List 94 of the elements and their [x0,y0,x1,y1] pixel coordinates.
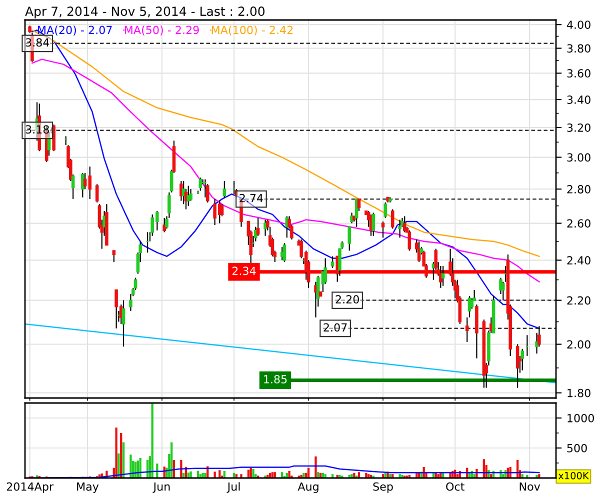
candlestick [162,217,166,233]
legend-label: MA(100) - 2.42 [212,26,293,36]
x-tick-label: 2014Apr [6,482,54,493]
y-tick-label: 500 [567,444,587,452]
candlestick [470,298,474,310]
candlestick [81,172,84,198]
bar [204,472,206,478]
bar [214,472,216,478]
bar [449,472,452,478]
x-tick-label: Jul [226,482,240,493]
candlestick [381,220,385,238]
x-tick-label: Jun [152,482,170,493]
bar [202,472,204,478]
bar [240,474,242,478]
bar [350,474,353,478]
candlestick [390,208,394,230]
bar [314,456,317,478]
candlestick [357,198,361,212]
y-tick-label: 3.80 [567,44,590,53]
candlestick [408,230,412,252]
data-label: 2.34 [232,266,256,276]
y-tick-label: 2.60 [567,219,590,228]
bar [115,428,118,478]
bar [300,474,302,478]
bar [398,474,401,478]
bar [389,474,392,478]
candlestick [520,348,524,371]
y-tick-label: 1000 [568,414,594,422]
candlestick [348,226,352,252]
candlestick [180,180,183,202]
legend-label: MA(50) - 2.29 [124,26,199,36]
bar [353,472,356,478]
candlestick [398,219,402,238]
candlestick [516,344,520,388]
y-tick-label: 2.40 [567,256,590,265]
bar [338,474,341,478]
data-label: 2.07 [324,323,347,332]
candlestick [186,185,190,206]
y-tick-label: 2.20 [567,296,590,305]
bar [266,474,269,478]
candlestick [112,250,116,263]
legend-label: MA(20) - 2.07 [38,26,112,36]
y-tick-label: 1.80 [568,388,590,398]
chart-title: Apr 7, 2014 - Nov 5, 2014 - Last : 2.00 [25,6,264,18]
y-tick-label: 3.00 [567,153,590,162]
candlestick [52,124,56,152]
y-tick-label: 3.40 [567,96,590,104]
x-tick-label: Oct [446,482,464,491]
candlestick [282,242,286,263]
candlestick [372,212,376,236]
bar [151,404,154,478]
candlestick [384,202,388,219]
candlestick [95,184,99,204]
bar [473,474,476,478]
bar [190,471,192,478]
candlestick [350,212,354,224]
data-label: 1.85 [264,375,287,384]
bar [252,469,254,478]
bar [180,460,182,478]
x-tick-label: Sep [373,482,393,493]
bar [365,472,368,478]
bar [288,470,290,478]
bar [130,454,132,478]
candlestick [222,180,226,198]
candlestick [47,131,51,156]
y-tick-label: 2.80 [567,185,590,194]
bar [536,474,538,478]
candlestick [439,265,442,288]
y-tick-label: 3.60 [567,69,590,78]
candlestick [502,281,505,301]
data-label: 3.84 [26,38,50,47]
y-axis-title: x100K [558,472,590,480]
bar [302,472,305,478]
candlestick [198,177,202,192]
candlestick [441,265,445,286]
bar [440,472,442,478]
bar [437,474,440,478]
x-tick-label: Aug [298,482,318,493]
candlestick [122,300,126,348]
bar [118,453,120,478]
y-tick-label: 2.00 [567,340,590,349]
data-label: 2.20 [336,295,359,304]
bar [538,474,540,478]
y-tick-label: 4.00 [566,20,590,29]
bar [139,458,142,478]
candlestick [465,316,469,343]
y-tick-label: 3.20 [567,123,590,132]
x-tick-label: Nov [520,482,540,491]
data-label: 3.18 [26,125,49,134]
candlestick [330,256,334,268]
x-tick-label: May [77,482,99,493]
bar [401,474,404,478]
candlestick [206,184,210,204]
data-label: 2.74 [240,194,263,202]
